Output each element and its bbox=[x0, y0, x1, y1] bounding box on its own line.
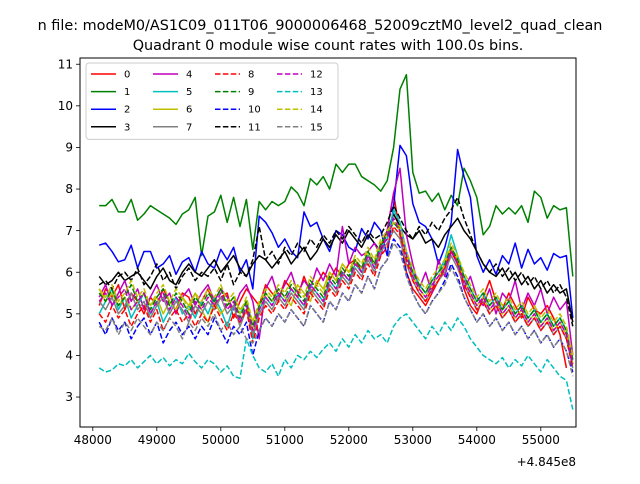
series-line-9 bbox=[98, 221, 574, 360]
legend-label-3: 3 bbox=[124, 122, 130, 133]
series-line-2 bbox=[98, 144, 574, 319]
x-tick-label: 54000 bbox=[458, 433, 496, 447]
x-tick-label: 48000 bbox=[74, 433, 112, 447]
y-tick-label: 9 bbox=[65, 141, 73, 155]
x-tick-label: 50000 bbox=[202, 433, 240, 447]
series-line-12 bbox=[98, 217, 574, 364]
y-tick-label: 10 bbox=[58, 99, 73, 113]
series-line-1 bbox=[99, 73, 574, 277]
series-line-15 bbox=[98, 242, 574, 377]
series-line-14 bbox=[98, 221, 574, 356]
x-tick-label: 52000 bbox=[330, 433, 368, 447]
series-lines bbox=[98, 73, 574, 410]
legend-label-13: 13 bbox=[310, 87, 323, 98]
x-axis: 48000 49000 50000 51000 52000 53000 54000 55000 bbox=[74, 427, 560, 447]
y-tick-label: 4 bbox=[65, 349, 73, 363]
legend-box bbox=[85, 62, 339, 140]
y-tick-label: 5 bbox=[65, 307, 73, 321]
x-tick-label: 49000 bbox=[138, 433, 176, 447]
legend-label-14: 14 bbox=[310, 105, 323, 116]
series-line-11 bbox=[98, 196, 574, 327]
series-line-3 bbox=[98, 213, 574, 323]
y-tick-label: 6 bbox=[65, 265, 73, 279]
y-tick-label: 3 bbox=[65, 390, 73, 404]
y-tick-label: 11 bbox=[58, 57, 73, 71]
x-tick-label: 53000 bbox=[394, 433, 432, 447]
legend-label-9: 9 bbox=[248, 87, 254, 98]
legend-label-2: 2 bbox=[124, 105, 130, 116]
y-tick-label: 7 bbox=[65, 224, 73, 238]
series-line-4 bbox=[98, 167, 574, 356]
x-tick-label: 51000 bbox=[266, 433, 304, 447]
legend-label-15: 15 bbox=[310, 122, 323, 133]
legend-label-10: 10 bbox=[248, 105, 261, 116]
legend-label-8: 8 bbox=[248, 70, 254, 81]
legend-label-12: 12 bbox=[310, 70, 323, 81]
plot-frame bbox=[79, 57, 577, 428]
y-tick-label: 8 bbox=[65, 182, 73, 196]
legend-label-4: 4 bbox=[186, 70, 192, 81]
legend-label-11: 11 bbox=[248, 122, 261, 133]
x-tick-label: 55000 bbox=[522, 433, 560, 447]
series-line-7 bbox=[98, 229, 574, 369]
y-axis: 3 4 5 6 7 8 9 10 11 bbox=[58, 57, 80, 404]
figure-suptitle: n file: modeM0/AS1C09_011T06_9000006468_… bbox=[38, 18, 603, 34]
series-line-8 bbox=[98, 225, 574, 369]
chart-title: Quadrant 0 module wise count rates with … bbox=[133, 38, 524, 54]
x-axis-offset-text: +4.845e8 bbox=[517, 455, 576, 469]
series-line-13 bbox=[98, 313, 574, 410]
legend-label-0: 0 bbox=[124, 70, 130, 81]
legend-label-5: 5 bbox=[186, 87, 192, 98]
legend-label-1: 1 bbox=[124, 87, 130, 98]
legend-label-6: 6 bbox=[186, 105, 192, 116]
legend-label-7: 7 bbox=[186, 122, 192, 133]
